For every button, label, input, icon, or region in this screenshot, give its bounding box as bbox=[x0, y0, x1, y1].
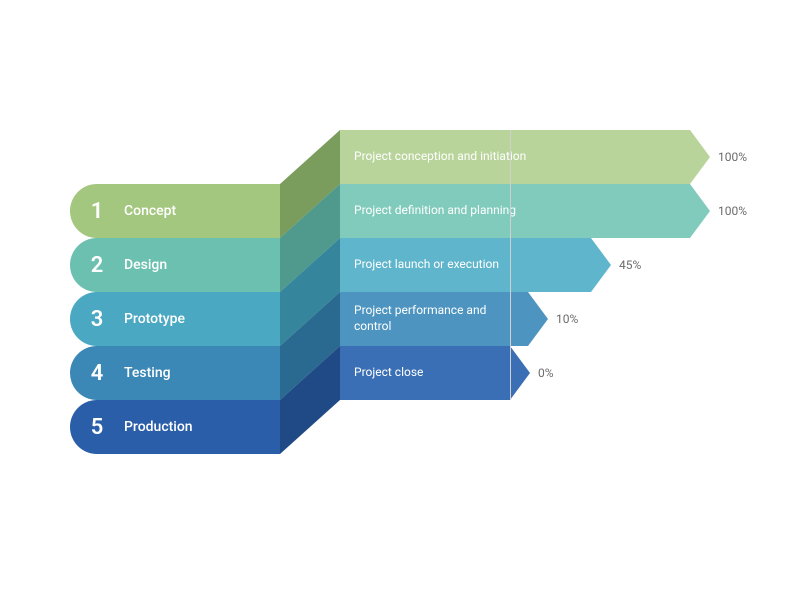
zero-reference-line bbox=[510, 130, 511, 400]
stage-progress-bar: Project launch or execution bbox=[340, 238, 591, 292]
stage-number: 5 bbox=[70, 415, 124, 440]
stage-label: Prototype bbox=[124, 311, 185, 327]
stage-number: 4 bbox=[70, 361, 124, 386]
stage-progress-bar: Project close bbox=[340, 346, 510, 400]
stage-percent: 100% bbox=[710, 184, 747, 238]
stage-number: 3 bbox=[70, 307, 124, 332]
stage-description: Project definition and planning bbox=[354, 203, 516, 219]
stage-description: Project conception and initiation bbox=[354, 149, 526, 165]
stage-pill: 5 Production bbox=[70, 400, 280, 454]
stage-progress-bar: Project conception and initiation bbox=[340, 130, 690, 184]
arrow-head-icon bbox=[690, 184, 710, 238]
arrow-head-icon bbox=[690, 130, 710, 184]
process-progress-chart: 1 Concept Project conception and initiat… bbox=[70, 130, 730, 470]
stage-progress-bar: Project performance and control bbox=[340, 292, 528, 346]
arrow-head-icon bbox=[510, 346, 530, 400]
stage-percent: 10% bbox=[548, 292, 578, 346]
stage-pill: 3 Prototype bbox=[70, 292, 280, 346]
stage-row: 5 Production Project close 0% bbox=[70, 400, 730, 454]
arrow-head-icon bbox=[591, 238, 611, 292]
stage-label: Testing bbox=[124, 365, 171, 381]
stage-pill: 4 Testing bbox=[70, 346, 280, 400]
stage-percent: 45% bbox=[611, 238, 641, 292]
stage-description: Project performance and control bbox=[354, 303, 522, 334]
stage-percent: 100% bbox=[710, 130, 747, 184]
stage-progress-bar: Project definition and planning bbox=[340, 184, 690, 238]
stage-pill: 2 Design bbox=[70, 238, 280, 292]
stage-percent: 0% bbox=[530, 346, 554, 400]
stage-label: Production bbox=[124, 419, 193, 435]
arrow-head-icon bbox=[528, 292, 548, 346]
stage-description: Project close bbox=[354, 365, 423, 381]
stage-label: Design bbox=[124, 257, 167, 273]
stage-description: Project launch or execution bbox=[354, 257, 499, 273]
stage-label: Concept bbox=[124, 203, 176, 219]
stage-number: 2 bbox=[70, 253, 124, 278]
stage-connector bbox=[280, 346, 340, 454]
stage-number: 1 bbox=[70, 199, 124, 224]
stage-pill: 1 Concept bbox=[70, 184, 280, 238]
